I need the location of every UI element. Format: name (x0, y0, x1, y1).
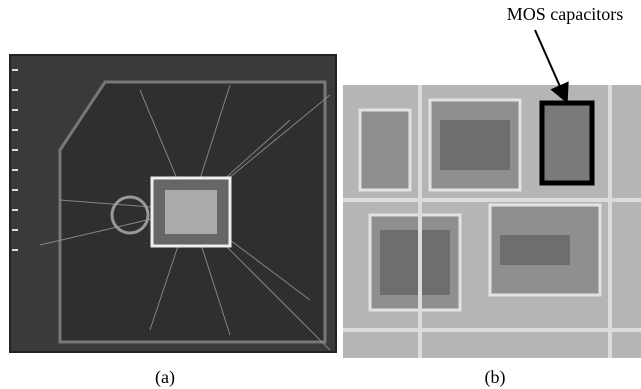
panel-label: (a) (155, 367, 175, 388)
photo-b (343, 85, 641, 358)
photo-a (10, 55, 336, 352)
figure: MOS capacitors (a) (b) (0, 0, 641, 389)
annotation: MOS capacitors (507, 4, 623, 24)
highlight-box (542, 103, 592, 183)
panel-label: (b) (485, 367, 506, 388)
